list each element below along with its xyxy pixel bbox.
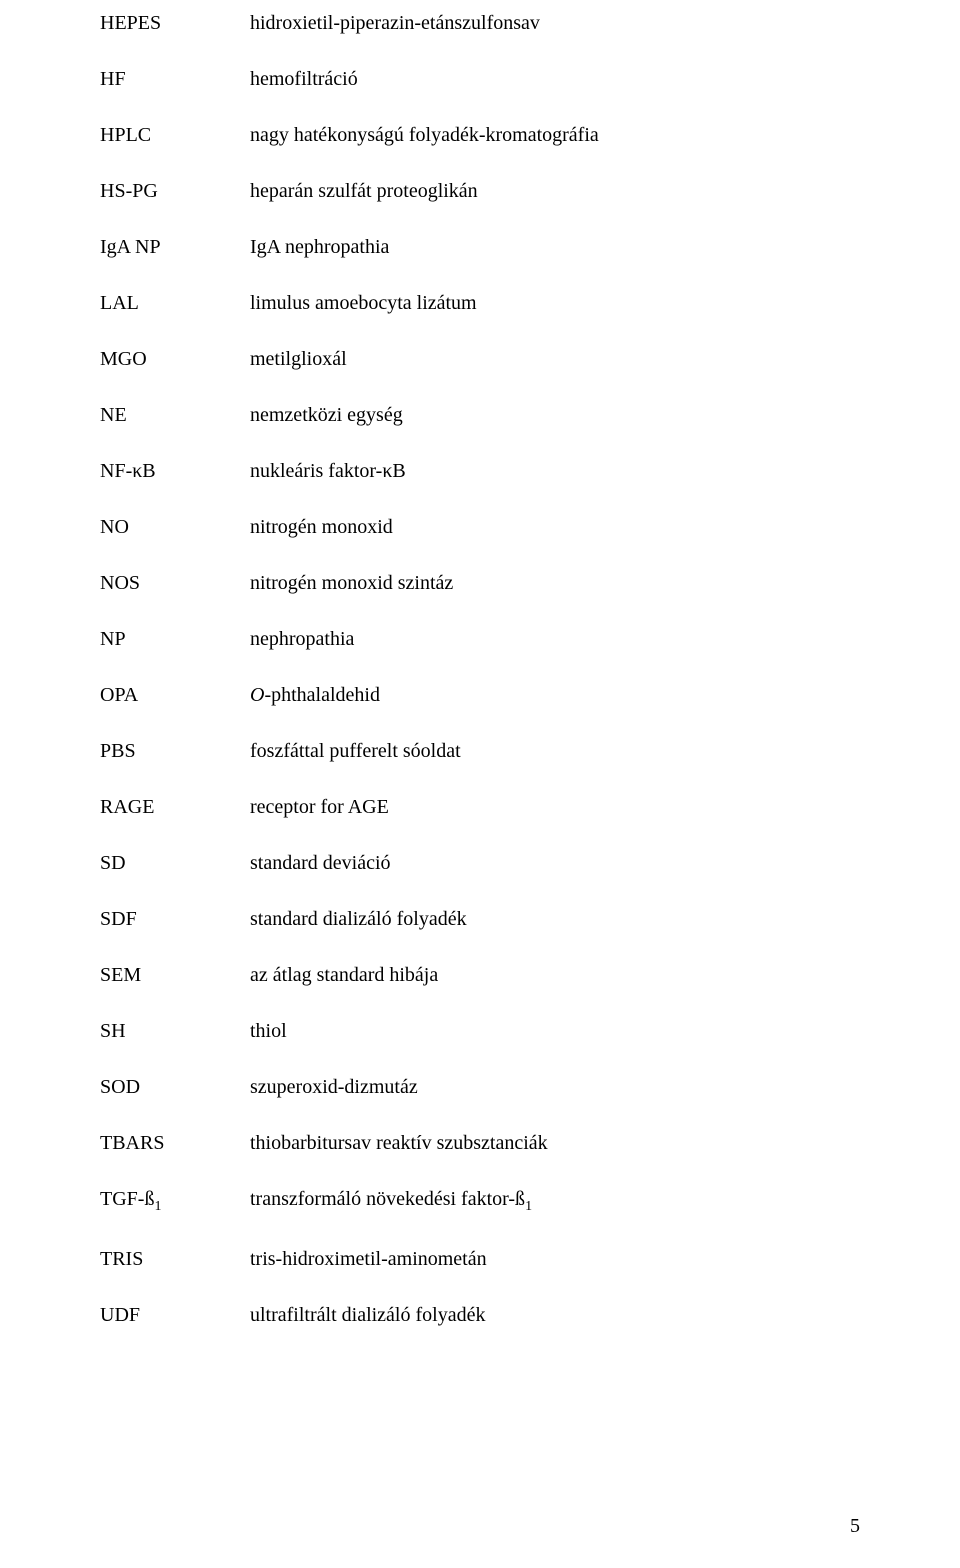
abbreviation-row: SODszuperoxid-dizmutáz [100,1074,860,1100]
abbreviation-row: NOSnitrogén monoxid szintáz [100,570,860,596]
abbreviation-definition: heparán szulfát proteoglikán [250,178,860,204]
abbreviation-row: HEPEShidroxietil-piperazin-etánszulfonsa… [100,10,860,36]
abbreviation-definition: foszfáttal pufferelt sóoldat [250,738,860,764]
page-number: 5 [850,1515,860,1538]
abbreviation-row: OPAO-phthalaldehid [100,682,860,708]
abbreviation-row: SDFstandard dializáló folyadék [100,906,860,932]
abbreviation-definition: nemzetközi egység [250,402,860,428]
abbreviation-term: HF [100,66,250,92]
abbreviation-row: HS-PGheparán szulfát proteoglikán [100,178,860,204]
abbreviation-term: UDF [100,1302,250,1328]
abbreviation-row: TBARSthiobarbitursav reaktív szubsztanci… [100,1130,860,1156]
abbreviation-row: HFhemofiltráció [100,66,860,92]
abbreviation-definition: O-phthalaldehid [250,682,860,708]
abbreviation-definition: standard deviáció [250,850,860,876]
abbreviation-term: LAL [100,290,250,316]
abbreviation-term: MGO [100,346,250,372]
abbreviation-definition: nukleáris faktor-κB [250,458,860,484]
abbreviation-row: NPnephropathia [100,626,860,652]
abbreviation-definition: hemofiltráció [250,66,860,92]
abbreviation-term: OPA [100,682,250,708]
abbreviation-term: NO [100,514,250,540]
abbreviation-term: TGF-ß1 [100,1186,250,1216]
abbreviation-row: NOnitrogén monoxid [100,514,860,540]
abbreviation-definition: az átlag standard hibája [250,962,860,988]
abbreviation-definition: ultrafiltrált dializáló folyadék [250,1302,860,1328]
abbreviation-definition: IgA nephropathia [250,234,860,260]
abbreviations-page: HEPEShidroxietil-piperazin-etánszulfonsa… [0,0,960,1398]
abbreviation-row: PBSfoszfáttal pufferelt sóoldat [100,738,860,764]
abbreviation-term: SD [100,850,250,876]
abbreviation-term: NP [100,626,250,652]
abbreviation-definition: receptor for AGE [250,794,860,820]
abbreviation-definition: nitrogén monoxid [250,514,860,540]
abbreviation-row: NF-κBnukleáris faktor-κB [100,458,860,484]
abbreviation-row: IgA NPIgA nephropathia [100,234,860,260]
abbreviation-definition: transzformáló növekedési faktor-ß1 [250,1186,860,1216]
abbreviation-term: SDF [100,906,250,932]
abbreviation-term: HPLC [100,122,250,148]
abbreviation-term: SOD [100,1074,250,1100]
abbreviation-term: TBARS [100,1130,250,1156]
abbreviation-definition: standard dializáló folyadék [250,906,860,932]
abbreviation-term: HS-PG [100,178,250,204]
abbreviation-row: SDstandard deviáció [100,850,860,876]
abbreviation-definition: metilglioxál [250,346,860,372]
abbreviation-definition: thiobarbitursav reaktív szubsztanciák [250,1130,860,1156]
abbreviation-row: MGOmetilglioxál [100,346,860,372]
abbreviation-definition: nitrogén monoxid szintáz [250,570,860,596]
abbreviation-row: TGF-ß1transzformáló növekedési faktor-ß1 [100,1186,860,1216]
abbreviation-term: PBS [100,738,250,764]
abbreviation-term: NE [100,402,250,428]
abbreviation-term: NF-κB [100,458,250,484]
abbreviation-definition: limulus amoebocyta lizátum [250,290,860,316]
abbreviation-term: TRIS [100,1246,250,1272]
abbreviation-row: UDFultrafiltrált dializáló folyadék [100,1302,860,1328]
abbreviation-term: IgA NP [100,234,250,260]
abbreviation-row: SEMaz átlag standard hibája [100,962,860,988]
abbreviation-term: SEM [100,962,250,988]
abbreviation-row: LALlimulus amoebocyta lizátum [100,290,860,316]
abbreviation-definition: tris-hidroximetil-aminometán [250,1246,860,1272]
abbreviation-term: NOS [100,570,250,596]
abbreviation-definition: hidroxietil-piperazin-etánszulfonsav [250,10,860,36]
abbreviation-row: TRIStris-hidroximetil-aminometán [100,1246,860,1272]
abbreviation-list: HEPEShidroxietil-piperazin-etánszulfonsa… [100,10,860,1328]
abbreviation-term: SH [100,1018,250,1044]
abbreviation-row: SHthiol [100,1018,860,1044]
abbreviation-definition: szuperoxid-dizmutáz [250,1074,860,1100]
abbreviation-definition: thiol [250,1018,860,1044]
abbreviation-row: RAGEreceptor for AGE [100,794,860,820]
abbreviation-definition: nephropathia [250,626,860,652]
abbreviation-row: HPLCnagy hatékonyságú folyadék-kromatogr… [100,122,860,148]
abbreviation-row: NEnemzetközi egység [100,402,860,428]
abbreviation-term: RAGE [100,794,250,820]
abbreviation-definition: nagy hatékonyságú folyadék-kromatográfia [250,122,860,148]
abbreviation-term: HEPES [100,10,250,36]
